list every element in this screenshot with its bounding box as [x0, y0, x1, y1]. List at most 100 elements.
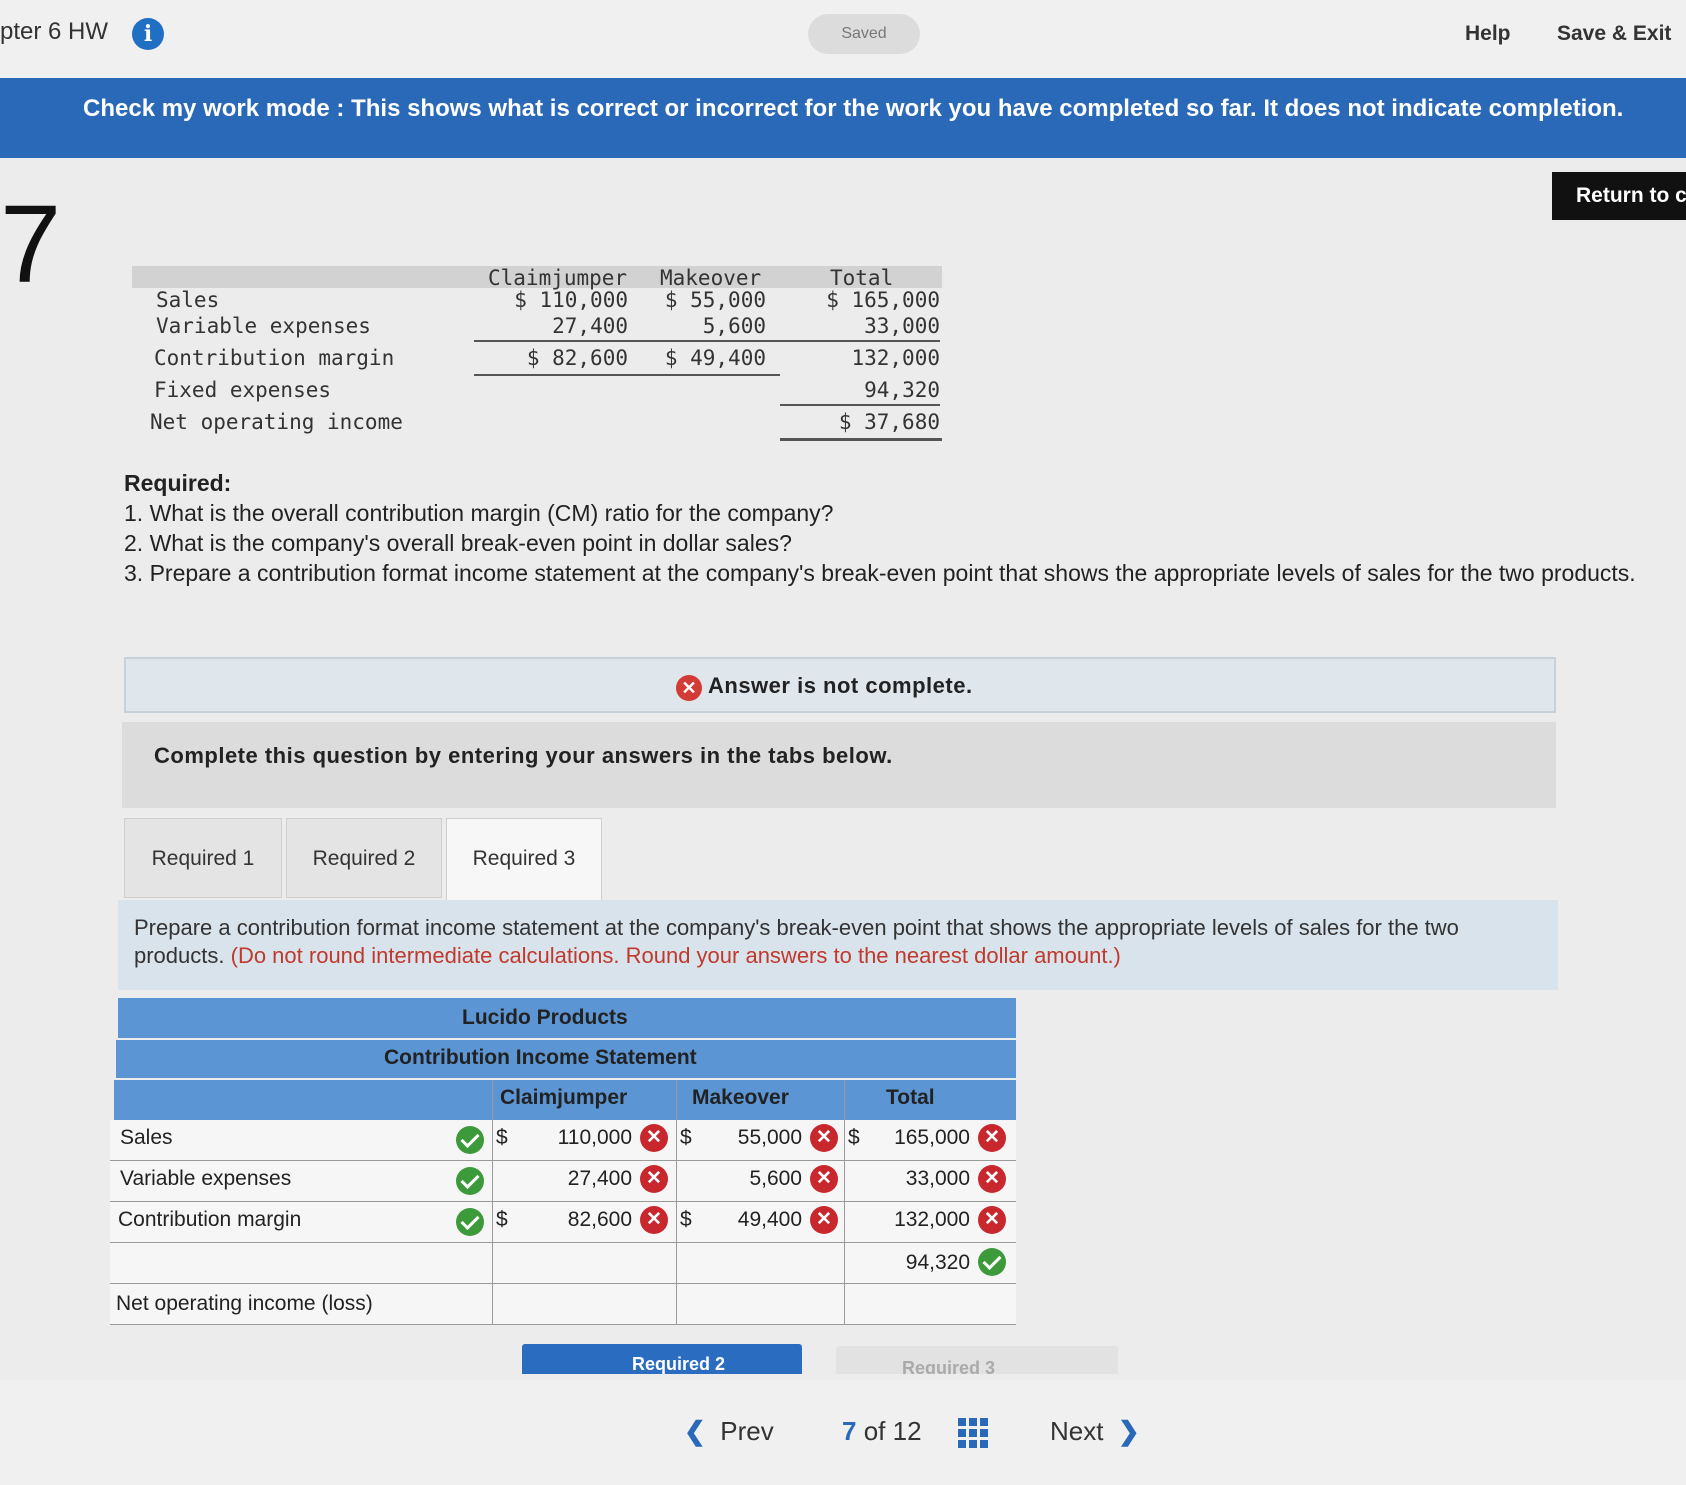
- company-header-bg: [118, 998, 1016, 1038]
- variable-claimjumper: 27,400: [552, 314, 628, 338]
- sales-claimjumper-input[interactable]: 110,000: [557, 1126, 632, 1149]
- row-label-noi[interactable]: Net operating income (loss): [116, 1292, 373, 1315]
- return-button[interactable]: Return to c: [1552, 172, 1686, 220]
- income-statement-table: Lucido Products Contribution Income Stat…: [110, 998, 1016, 1326]
- check-icon: [978, 1248, 1006, 1276]
- table-header-bg: [132, 266, 942, 288]
- x-circle-icon: ✕: [978, 1165, 1006, 1193]
- x-circle-icon: ✕: [810, 1206, 838, 1234]
- x-circle-icon: ✕: [978, 1206, 1006, 1234]
- cm-claimjumper-input[interactable]: 82,600: [567, 1208, 632, 1231]
- bottom-nav-bar: [0, 1380, 1686, 1485]
- fixed-total: 94,320: [864, 378, 940, 402]
- info-icon[interactable]: i: [132, 18, 164, 50]
- table-row: [110, 1284, 1016, 1325]
- check-icon: [456, 1167, 484, 1195]
- next-required-button[interactable]: Required 3: [836, 1346, 1118, 1374]
- of-label: of: [863, 1416, 886, 1446]
- problem-data-table: Claimjumper Makeover Total Sales $ 110,0…: [132, 266, 942, 448]
- check-icon: [456, 1126, 484, 1154]
- prev-required-button[interactable]: Required 2: [522, 1344, 802, 1374]
- check-my-work-banner: [0, 78, 1686, 158]
- tab-required-1[interactable]: Required 1: [124, 818, 282, 898]
- assignment-title: pter 6 HW: [0, 18, 109, 45]
- table-row: [110, 1120, 1016, 1161]
- cm-claimjumper: $ 82,600: [526, 346, 628, 370]
- header-total: Total: [830, 266, 894, 290]
- answer-status-panel: [124, 657, 1556, 713]
- cm-total: 132,000: [851, 346, 940, 370]
- row-label-variable[interactable]: Variable expenses: [120, 1167, 292, 1190]
- complete-prompt-text: Complete this question by entering your …: [154, 743, 893, 768]
- row-label-cm[interactable]: Contribution margin: [118, 1208, 302, 1231]
- row-label-sales[interactable]: Sales: [120, 1126, 173, 1149]
- x-circle-icon: ✕: [676, 675, 702, 701]
- cm-makeover-input[interactable]: 49,400: [737, 1208, 802, 1231]
- variable-makeover-input[interactable]: 5,600: [749, 1167, 802, 1190]
- table-row: [110, 1243, 1016, 1284]
- chevron-right-icon: ❯: [1117, 1416, 1140, 1446]
- double-rule: [780, 438, 942, 441]
- check-icon: [456, 1208, 484, 1236]
- table-row: [110, 1161, 1016, 1202]
- prev-required-label: Required 2: [632, 1354, 726, 1374]
- row-label-variable: Variable expenses: [156, 314, 371, 338]
- columns-header-bg: [114, 1080, 1016, 1120]
- currency-symbol: $: [680, 1126, 692, 1149]
- rule: [474, 340, 940, 342]
- x-circle-icon: ✕: [640, 1206, 668, 1234]
- rule: [474, 374, 780, 376]
- instructions-text: Prepare a contribution format income sta…: [134, 914, 1544, 970]
- sales-total-input[interactable]: 165,000: [894, 1126, 970, 1149]
- answer-status-text: Answer is not complete.: [708, 673, 973, 698]
- cm-makeover: $ 49,400: [664, 346, 766, 370]
- current-page: 7: [842, 1416, 857, 1446]
- tab-required-3[interactable]: Required 3: [446, 818, 602, 900]
- chevron-left-icon: ❮: [684, 1416, 706, 1446]
- currency-symbol: $: [496, 1126, 508, 1149]
- x-circle-icon: ✕: [640, 1124, 668, 1152]
- header-claimjumper: Claimjumper: [488, 266, 628, 290]
- complete-prompt-panel: [122, 722, 1556, 808]
- variable-total-input[interactable]: 33,000: [905, 1167, 970, 1190]
- sales-makeover: $ 55,000: [664, 288, 766, 312]
- col-total: Total: [886, 1086, 935, 1109]
- tab-required-2[interactable]: Required 2: [286, 818, 442, 898]
- table-row: [110, 1202, 1016, 1243]
- question-number: 7: [0, 183, 62, 306]
- row-label-sales: Sales: [156, 288, 220, 312]
- currency-symbol: $: [848, 1126, 860, 1149]
- cm-total-input[interactable]: 132,000: [894, 1208, 970, 1231]
- instructions-note: (Do not round intermediate calculations.…: [230, 943, 1121, 968]
- help-link[interactable]: Help: [1465, 22, 1511, 45]
- required-item-2: 2. What is the company's overall break-e…: [124, 530, 792, 556]
- next-button[interactable]: Next ❯: [1050, 1416, 1140, 1447]
- column-divider: [844, 1080, 845, 1324]
- x-circle-icon: ✕: [640, 1165, 668, 1193]
- company-name: Lucido Products: [462, 1006, 628, 1029]
- fixed-total-input[interactable]: 94,320: [905, 1251, 970, 1274]
- required-item-3: 3. Prepare a contribution format income …: [124, 560, 1636, 586]
- next-required-label: Required 3: [902, 1358, 996, 1374]
- next-label: Next: [1050, 1416, 1104, 1446]
- variable-claimjumper-input[interactable]: 27,400: [567, 1167, 632, 1190]
- title-header-bg: [116, 1040, 1016, 1078]
- x-circle-icon: ✕: [810, 1165, 838, 1193]
- grid-icon[interactable]: [958, 1418, 988, 1448]
- column-divider: [676, 1080, 677, 1324]
- row-label-noi: Net operating income: [150, 410, 403, 434]
- save-exit-link[interactable]: Save & Exit: [1557, 22, 1672, 45]
- banner-text: Check my work mode : This shows what is …: [83, 95, 1624, 122]
- x-circle-icon: ✕: [978, 1124, 1006, 1152]
- instructions-panel: [118, 900, 1558, 990]
- prev-button[interactable]: ❮ Prev: [684, 1416, 774, 1447]
- statement-title: Contribution Income Statement: [384, 1046, 697, 1069]
- sales-makeover-input[interactable]: 55,000: [737, 1126, 802, 1149]
- saved-status-badge: Saved: [808, 14, 920, 54]
- instructions-main: Prepare a contribution format income sta…: [134, 915, 1459, 968]
- column-divider: [492, 1080, 493, 1324]
- variable-total: 33,000: [864, 314, 940, 338]
- x-circle-icon: ✕: [810, 1124, 838, 1152]
- required-item-1: 1. What is the overall contribution marg…: [124, 500, 834, 526]
- sales-claimjumper: $ 110,000: [514, 288, 628, 312]
